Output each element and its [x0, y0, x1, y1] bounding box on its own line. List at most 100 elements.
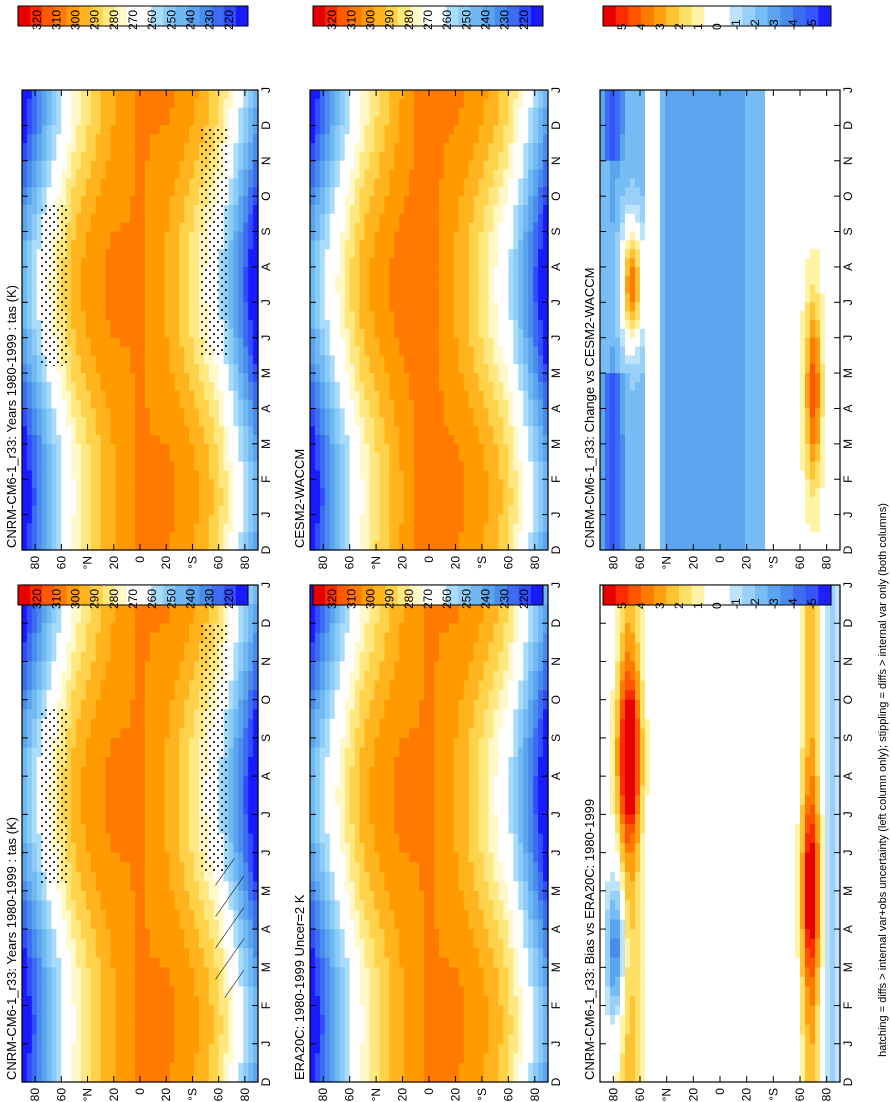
heatmap-cell [243, 909, 249, 921]
heatmap-cell [36, 1043, 43, 1054]
heatmap-cell [248, 680, 254, 691]
heatmap-cell [81, 986, 87, 997]
heatmap-cell [85, 843, 92, 854]
heatmap-cell [61, 699, 67, 710]
heatmap-cell [105, 302, 112, 312]
heatmap-cell [31, 435, 38, 445]
heatmap-cell [22, 532, 28, 542]
heatmap-cell [41, 196, 48, 206]
heatmap-cell [105, 390, 112, 401]
heatmap-cell [85, 795, 92, 806]
heatmap-cell [100, 919, 107, 930]
heatmap-cell [243, 275, 249, 286]
heatmap-cell [100, 134, 107, 144]
heatmap-cell [248, 909, 254, 921]
heatmap-cell [26, 258, 33, 268]
heatmap-cell [56, 948, 62, 959]
heatmap-cell [213, 1072, 220, 1083]
heatmap-cell [248, 302, 254, 312]
heatmap-cell [81, 90, 87, 100]
heatmap-cell [174, 143, 180, 153]
heatmap-cell [105, 311, 112, 321]
heatmap-cell [66, 957, 72, 968]
heatmap-cell [90, 929, 97, 940]
heatmap-cell [51, 642, 58, 653]
heatmap-cell [100, 661, 107, 672]
heatmap-cell [238, 364, 244, 374]
heatmap-cell [243, 196, 249, 206]
heatmap-cell [56, 1015, 62, 1026]
heatmap-cell [179, 196, 185, 206]
heatmap-cell [140, 1034, 146, 1045]
heatmap-cell [164, 505, 171, 516]
heatmap-cell [85, 205, 92, 215]
heatmap-cell [238, 1043, 244, 1054]
heatmap-cell [194, 1062, 200, 1074]
heatmap-cell [194, 642, 200, 653]
heatmap-cell [149, 1072, 156, 1083]
heatmap-cell [100, 205, 107, 215]
heatmap-cell [144, 435, 151, 445]
heatmap-cell [199, 909, 205, 921]
heatmap-cell [90, 178, 97, 188]
heatmap-cell [140, 328, 146, 339]
heatmap-cell [41, 919, 48, 930]
heatmap-cell [90, 795, 97, 806]
heatmap-cell [228, 311, 235, 321]
heatmap-cell [140, 470, 146, 480]
heatmap-cell [253, 986, 259, 997]
heatmap-cell [125, 890, 131, 902]
heatmap-cell [248, 364, 254, 374]
heatmap-cell [179, 213, 185, 224]
heatmap-cell [164, 976, 171, 988]
heatmap-cell [238, 680, 244, 691]
heatmap-cell [159, 757, 166, 768]
heatmap-cell [189, 399, 195, 410]
heatmap-cell [85, 461, 92, 471]
heatmap-cell [110, 328, 117, 339]
heatmap-cell [184, 814, 190, 825]
heatmap-cell [140, 160, 146, 171]
heatmap-cell [174, 957, 180, 968]
heatmap-cell [135, 505, 141, 516]
heatmap-cell [31, 804, 38, 815]
heatmap-cell [248, 747, 254, 758]
heatmap-cell [61, 452, 67, 463]
heatmap-cell [194, 823, 200, 835]
heatmap-cell [95, 1015, 102, 1026]
heatmap-cell [144, 871, 151, 882]
heatmap-cell [105, 320, 112, 330]
heatmap-cell [61, 381, 67, 392]
heatmap-cell [110, 479, 117, 489]
heatmap-cell [253, 699, 259, 710]
heatmap-cell [223, 505, 230, 516]
heatmap-cell [95, 470, 102, 480]
heatmap-cell [22, 249, 28, 259]
heatmap-cell [76, 249, 82, 259]
heatmap-cell [105, 151, 112, 162]
heatmap-cell [159, 957, 166, 968]
heatmap-cell [154, 266, 161, 277]
heatmap-cell [120, 967, 126, 978]
heatmap-cell [189, 1024, 195, 1035]
heatmap-cell [223, 488, 230, 498]
heatmap-cell [56, 452, 62, 463]
heatmap-cell [71, 909, 77, 921]
heatmap-cell [199, 957, 205, 968]
heatmap-cell [90, 623, 97, 634]
heatmap-cell [154, 1024, 161, 1035]
heatmap-cell [140, 671, 146, 682]
heatmap-cell [140, 408, 146, 418]
heatmap-cell [95, 804, 102, 815]
heatmap-cell [213, 505, 220, 516]
heatmap-cell [184, 976, 190, 988]
heatmap-cell [194, 390, 200, 401]
heatmap-cell [174, 747, 180, 758]
heatmap-cell [194, 632, 200, 643]
heatmap-cell [130, 909, 136, 921]
heatmap-cell [159, 862, 166, 873]
heatmap-cell [61, 967, 67, 978]
heatmap-cell [100, 699, 107, 710]
heatmap-cell [85, 804, 92, 815]
heatmap-cell [149, 143, 156, 153]
